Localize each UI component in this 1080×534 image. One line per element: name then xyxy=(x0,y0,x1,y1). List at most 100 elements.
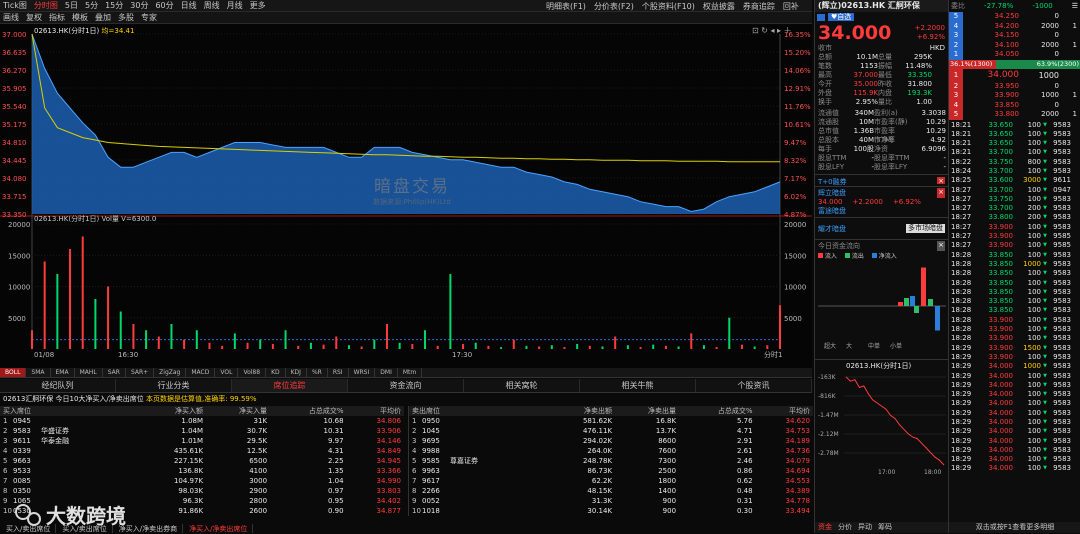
info-tab-6[interactable]: 个股资讯 xyxy=(696,379,812,392)
tool-5[interactable]: 多股 xyxy=(118,13,134,22)
table-row[interactable]: 8 0350 98.03K 2900 0.97 33.803 xyxy=(0,486,404,496)
quick-link-2[interactable]: 个股资料(F10) xyxy=(641,1,695,11)
period-tab-2[interactable]: 5日 xyxy=(64,1,78,10)
book-level[interactable]: 1 34.000 1000 xyxy=(949,68,1080,82)
tool-6[interactable]: 专家 xyxy=(141,13,157,22)
buy-header-1[interactable]: 净买入额 xyxy=(175,407,204,415)
indicator-ema[interactable]: EMA xyxy=(51,368,75,377)
bell-icon[interactable] xyxy=(817,13,825,21)
indicator-kdj[interactable]: KDJ xyxy=(286,368,307,377)
table-row[interactable]: 6 9963 86.73K 2500 0.86 34.694 xyxy=(409,466,813,476)
info-tab-5[interactable]: 相关牛熊 xyxy=(580,379,696,392)
quote-foot-tab-2[interactable]: 异动 xyxy=(858,523,872,531)
quick-link-3[interactable]: 权益披露 xyxy=(702,1,735,11)
multi-market-button[interactable]: 多市场暗盘 xyxy=(906,224,945,233)
seat-foot-tab-2[interactable]: 净买入/净卖出券商 xyxy=(119,524,184,533)
table-row[interactable]: 4 9988 264.0K 7600 2.61 34.736 xyxy=(409,446,813,456)
period-tab-6[interactable]: 60分 xyxy=(155,1,174,10)
table-row[interactable]: 101018 30.14K 900 0.30 33.494 xyxy=(409,506,813,516)
table-row[interactable]: 100530 91.86K 2600 0.90 34.877 xyxy=(0,506,404,516)
table-row[interactable]: 8 2266 48.15K 1400 0.48 34.389 xyxy=(409,486,813,496)
indicator-vol88[interactable]: Vol88 xyxy=(238,368,267,377)
period-tab-4[interactable]: 15分 xyxy=(105,1,124,10)
tool-3[interactable]: 模板 xyxy=(72,13,88,22)
period-tab-9[interactable]: 月线 xyxy=(226,1,243,10)
buy-header-2[interactable]: 净买入量 xyxy=(239,407,268,415)
table-row[interactable]: 5 9663 227.15K 6500 2.25 34.945 xyxy=(0,456,404,466)
period-tab-8[interactable]: 周线 xyxy=(203,1,220,10)
book-level[interactable]: 4 34.200 2000 1 xyxy=(949,21,1080,31)
quick-link-4[interactable]: 券商追踪 xyxy=(742,1,775,11)
indicator-sar[interactable]: SAR xyxy=(103,368,126,377)
settings-icon[interactable]: ☰ xyxy=(1071,2,1078,10)
quote-foot-tab-1[interactable]: 分价 xyxy=(838,523,852,531)
quote-foot-tab-3[interactable]: 筹码 xyxy=(878,523,892,531)
quick-link-1[interactable]: 分价表(F2) xyxy=(593,1,634,11)
buy-header-4[interactable]: 平均价 xyxy=(380,407,401,415)
table-row[interactable]: 6 9533 136.8K 4100 1.35 33.366 xyxy=(0,466,404,476)
sell-header-0[interactable]: 卖出席位 xyxy=(412,407,440,415)
table-row[interactable]: 9 1065 96.3K 2800 0.95 34.402 xyxy=(0,496,404,506)
indicator-zigzag[interactable]: ZigZag xyxy=(154,368,187,377)
info-tab-0[interactable]: 经纪队列 xyxy=(0,379,116,392)
book-level[interactable]: 3 34.150 0 xyxy=(949,31,1080,41)
tool-1[interactable]: 复权 xyxy=(26,13,42,22)
indicator-vol[interactable]: VOL xyxy=(215,368,239,377)
indicator-sma[interactable]: SMA xyxy=(26,368,51,377)
quick-link-0[interactable]: 明细表(F1) xyxy=(546,1,586,11)
sell-header-3[interactable]: 占总成交% xyxy=(717,407,753,415)
add-watchlist-button[interactable]: ♥自选 xyxy=(828,13,855,21)
indicator-wrsi[interactable]: WRSI xyxy=(349,368,376,377)
table-row[interactable]: 5 9585 尊嘉证券 248.78K 7300 2.46 34.079 xyxy=(409,456,813,466)
buy-header-3[interactable]: 占总成交% xyxy=(308,407,344,415)
table-row[interactable]: 7 0085 104.97K 3000 1.04 34.990 xyxy=(0,476,404,486)
table-row[interactable]: 3 9611 华泰金融 1.01M 29.5K 9.97 34.146 xyxy=(0,436,404,446)
tool-4[interactable]: 叠加 xyxy=(95,13,111,22)
sell-header-4[interactable]: 平均价 xyxy=(789,407,810,415)
table-row[interactable]: 2 9583 华盛证券 1.04M 30.7K 10.31 33.906 xyxy=(0,426,404,436)
book-level[interactable]: 3 33.900 1000 1 xyxy=(949,91,1080,101)
tool-2[interactable]: 指标 xyxy=(49,13,65,22)
period-tab-1[interactable]: 分时图 xyxy=(33,1,58,10)
intraday-chart[interactable]: 02613.HK(分时1日) 均=34.41 37.000 36.635 36.27… xyxy=(0,24,812,368)
buy-header-0[interactable]: 买入席位 xyxy=(3,407,31,415)
table-row[interactable]: 2 1045 476.11K 13.7K 4.71 34.753 xyxy=(409,426,813,436)
indicator-%r[interactable]: %R xyxy=(307,368,328,377)
info-tab-1[interactable]: 行业分类 xyxy=(116,379,232,392)
table-row[interactable]: 1 0950 581.62K 16.8K 5.76 34.620 xyxy=(409,416,813,426)
indicator-kd[interactable]: KD xyxy=(266,368,286,377)
book-level[interactable]: 5 34.250 0 xyxy=(949,12,1080,22)
quote-foot-tab-0[interactable]: 资金 xyxy=(818,523,832,531)
seat-foot-tab-3[interactable]: 净买入/净卖出席位 xyxy=(189,524,254,533)
book-level[interactable]: 1 34.050 0 xyxy=(949,50,1080,60)
sell-header-2[interactable]: 净卖出量 xyxy=(648,407,677,415)
table-row[interactable]: 3 9695 294.02K 8600 2.91 34.189 xyxy=(409,436,813,446)
book-level[interactable]: 2 34.100 2000 1 xyxy=(949,40,1080,50)
period-tab-3[interactable]: 5分 xyxy=(85,1,99,10)
indicator-dmi[interactable]: DMI xyxy=(375,368,398,377)
period-tab-0[interactable]: Tick图 xyxy=(3,1,27,10)
table-row[interactable]: 7 9617 62.2K 1800 0.62 34.553 xyxy=(409,476,813,486)
close-icon[interactable]: × xyxy=(937,241,945,251)
close-icon[interactable]: × xyxy=(937,177,945,185)
chart-tools-icons[interactable]: ⊡ ↻ ◂ ▸ ＋ xyxy=(752,26,792,35)
indicator-mahl[interactable]: MAHL xyxy=(75,368,103,377)
period-tab-7[interactable]: 日线 xyxy=(180,1,197,10)
sell-header-1[interactable]: 净卖出额 xyxy=(584,407,613,415)
table-row[interactable]: 1 0945 1.08M 31K 10.68 34.806 xyxy=(0,416,404,426)
seat-foot-tab-0[interactable]: 买入/卖出席位 xyxy=(6,524,57,533)
seat-foot-tab-1[interactable]: 买入/卖出席位 xyxy=(62,524,113,533)
table-row[interactable]: 9 0052 31.3K 900 0.31 34.778 xyxy=(409,496,813,506)
indicator-sar+[interactable]: SAR+ xyxy=(126,368,155,377)
table-row[interactable]: 4 0339 435.61K 12.5K 4.31 34.849 xyxy=(0,446,404,456)
info-tab-2[interactable]: 席位追踪 xyxy=(232,379,348,392)
period-tab-10[interactable]: 更多 xyxy=(249,1,266,10)
indicator-macd[interactable]: MACD xyxy=(186,368,216,377)
info-tab-3[interactable]: 资金流向 xyxy=(348,379,464,392)
close-icon[interactable]: × xyxy=(937,188,945,198)
info-tab-4[interactable]: 相关窝轮 xyxy=(464,379,580,392)
indicator-boll[interactable]: BOLL xyxy=(0,368,27,377)
book-level[interactable]: 5 33.800 2000 1 xyxy=(949,110,1080,120)
period-tab-5[interactable]: 30分 xyxy=(130,1,149,10)
tool-0[interactable]: 画线 xyxy=(3,13,19,22)
